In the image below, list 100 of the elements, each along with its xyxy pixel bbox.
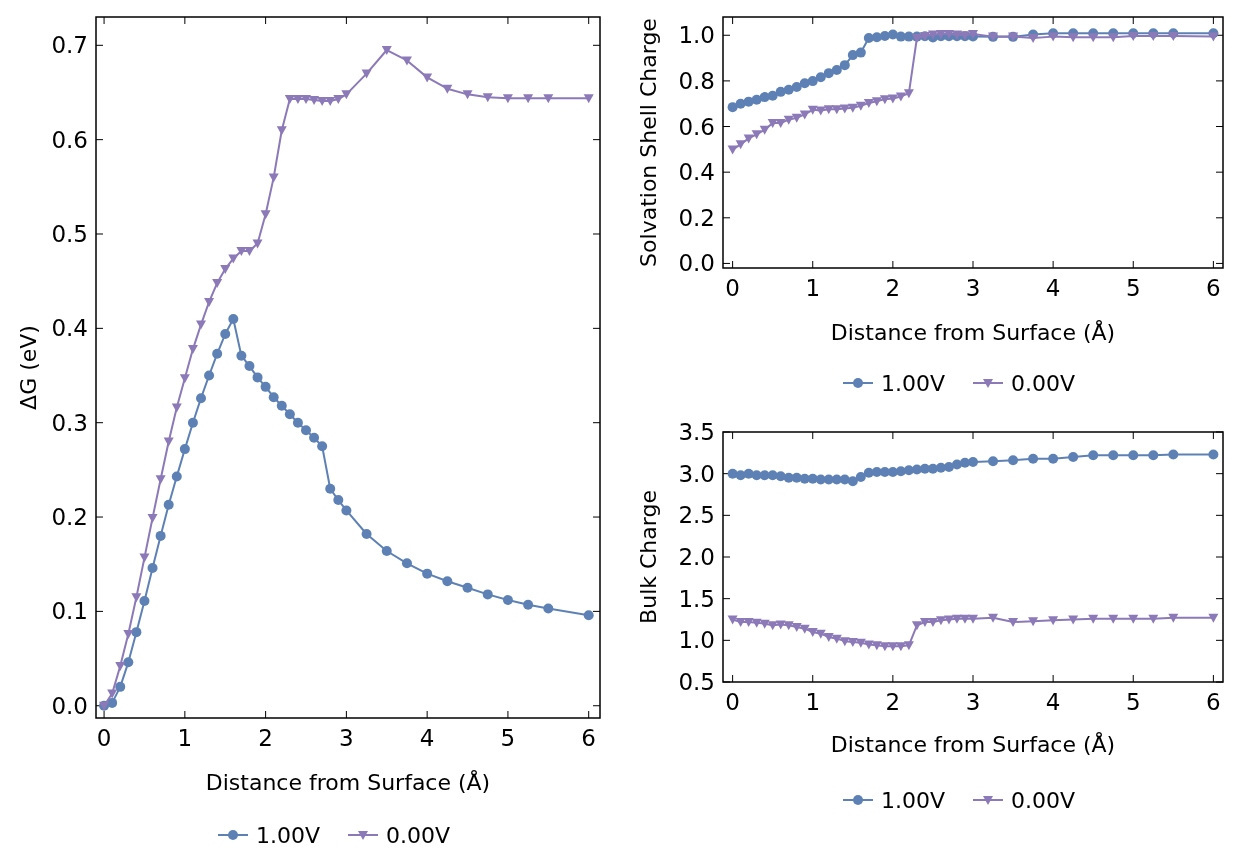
y-tick-label: 0.4 [51, 315, 88, 342]
point [502, 595, 513, 606]
point [735, 618, 746, 627]
x-tick-label: 2 [885, 275, 901, 301]
y-tick-label: 0.6 [51, 126, 88, 153]
y-tick-label: 2.0 [678, 544, 715, 571]
point [583, 94, 594, 104]
point [855, 638, 866, 648]
x-tick-label: 1 [805, 689, 821, 715]
x-axis-title: Distance from Surface (Å) [830, 319, 1116, 345]
point [442, 84, 453, 94]
point [147, 562, 158, 573]
point [847, 50, 858, 61]
x-tick-label: 3 [965, 275, 981, 301]
point [1048, 453, 1059, 464]
point [212, 348, 223, 359]
point [115, 681, 126, 692]
point [743, 618, 754, 627]
point [727, 145, 738, 155]
point [759, 125, 770, 135]
point [887, 94, 898, 104]
point [196, 393, 206, 404]
y-tick-label: 0.0 [51, 692, 88, 719]
point [1028, 453, 1039, 464]
point [131, 627, 142, 638]
point [131, 593, 142, 603]
point [783, 621, 794, 631]
x-tick-label: 5 [1125, 275, 1141, 301]
point [107, 689, 118, 699]
point [260, 381, 271, 392]
point [988, 456, 999, 467]
point [252, 239, 263, 249]
point [236, 350, 247, 361]
x-tick-label: 6 [1206, 689, 1221, 715]
point [815, 106, 826, 116]
point [855, 472, 866, 482]
point [276, 126, 287, 136]
y-tick-label: 0.5 [678, 669, 715, 696]
point [1088, 450, 1099, 461]
point [1008, 455, 1019, 466]
point [422, 568, 433, 579]
point [751, 618, 762, 628]
point [767, 119, 778, 129]
point [903, 89, 914, 99]
legend-label: 1.00V [256, 822, 321, 848]
point [139, 553, 150, 563]
point [807, 76, 818, 87]
x-tick-label: 3 [965, 689, 981, 715]
y-axis-title: Solvation Shell Charge [636, 18, 661, 267]
point [847, 103, 858, 113]
legend-label: 0.00V [386, 822, 451, 848]
point [220, 264, 231, 274]
point [895, 92, 906, 102]
point [325, 483, 336, 494]
point [807, 628, 818, 637]
point [204, 370, 215, 381]
point [1168, 613, 1179, 623]
point [482, 589, 493, 600]
point [968, 457, 978, 467]
point [381, 46, 392, 56]
y-axis-title: Bulk Charge [636, 490, 661, 624]
y-tick-label: 0.2 [678, 204, 715, 231]
point [401, 558, 412, 569]
point [871, 97, 882, 107]
point [1148, 614, 1159, 624]
point [823, 105, 834, 115]
point [187, 417, 198, 428]
point [735, 98, 746, 109]
point [179, 374, 190, 384]
point [220, 329, 231, 340]
x-tick-label: 0 [96, 725, 112, 751]
point [309, 96, 320, 106]
point [260, 210, 271, 220]
point [775, 119, 786, 129]
x-tick-label: 2 [885, 689, 901, 715]
point [751, 94, 762, 105]
point [171, 471, 182, 482]
point [1068, 33, 1079, 43]
y-tick-label: 0.3 [51, 409, 88, 436]
point [284, 95, 295, 105]
x-tick-label: 4 [1045, 275, 1061, 301]
point [381, 546, 392, 557]
point [309, 432, 320, 443]
point [1108, 450, 1119, 461]
point [462, 582, 473, 593]
point [502, 94, 513, 104]
legend-label: 1.00V [881, 370, 946, 396]
point [815, 629, 826, 639]
point [727, 102, 738, 113]
point [783, 115, 794, 125]
point [767, 621, 778, 631]
x-tick-label: 2 [258, 725, 273, 751]
point [244, 246, 255, 256]
legend-label: 0.00V [1011, 370, 1076, 396]
point [543, 603, 554, 614]
point [847, 476, 858, 487]
y-axis-title: ΔG (eV) [16, 325, 41, 410]
point [301, 425, 311, 436]
point [951, 459, 962, 470]
point [968, 614, 978, 624]
